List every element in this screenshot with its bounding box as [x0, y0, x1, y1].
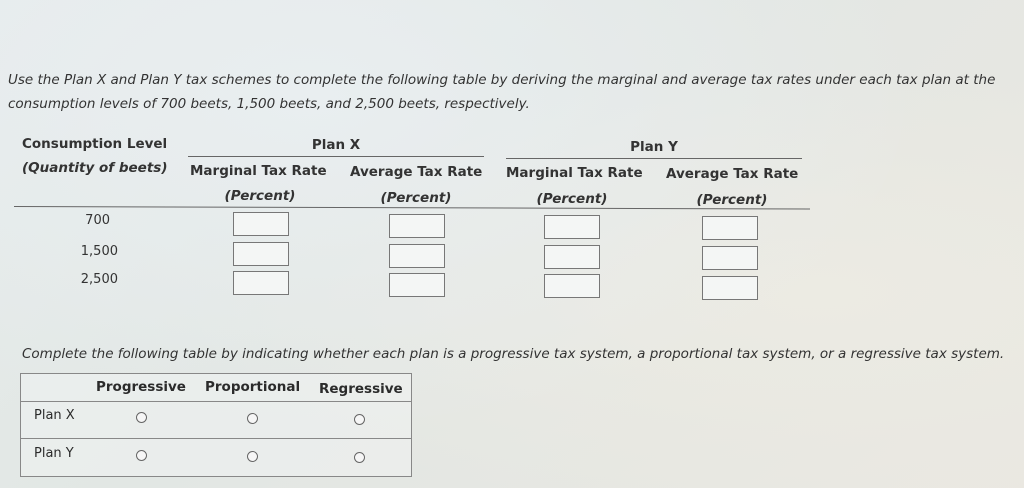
- plan-x-average-2500-input[interactable]: [389, 273, 445, 297]
- quantity-2500: 2,500: [80, 272, 118, 287]
- plan-y-average-header: Average Tax Rate: [666, 166, 799, 182]
- plan-x-average-percent: (Percent): [380, 190, 452, 206]
- plan-y-average-2500-input[interactable]: [702, 276, 758, 300]
- plan-y-marginal-700-input[interactable]: [544, 215, 600, 239]
- quantity-700: 700: [85, 213, 110, 228]
- plan-x-marginal-2500-input[interactable]: [233, 271, 289, 295]
- plan-x-marginal-header: Marginal Tax Rate: [190, 163, 327, 179]
- plan-x-proportional-radio[interactable]: [247, 413, 258, 424]
- plan-x-progressive-radio[interactable]: [136, 412, 147, 423]
- plan-y-marginal-1500-input[interactable]: [544, 245, 600, 269]
- plan-x-average-1500-input[interactable]: [389, 244, 445, 268]
- table2-row-rule: [21, 438, 411, 439]
- row-label-plan-y: Plan Y: [34, 446, 74, 461]
- plan-y-marginal-header: Marginal Tax Rate: [506, 165, 643, 181]
- plan-x-marginal-1500-input[interactable]: [233, 242, 289, 266]
- plan-x-average-700-input[interactable]: [389, 214, 445, 238]
- plan-x-rule: [188, 156, 484, 157]
- instruction-text: Use the Plan X and Plan Y tax schemes to…: [8, 72, 996, 112]
- question2-text: Complete the following table by indicati…: [22, 346, 1005, 362]
- quantity-1500: 1,500: [80, 244, 118, 259]
- column-regressive: Regressive: [319, 381, 403, 397]
- row-label-plan-x: Plan X: [34, 408, 75, 423]
- plan-y-average-1500-input[interactable]: [702, 246, 758, 270]
- table2-header-rule: [21, 401, 411, 402]
- quantity-of-beets-header: (Quantity of beets): [22, 160, 168, 176]
- plan-x-regressive-radio[interactable]: [354, 414, 365, 425]
- plan-y-regressive-radio[interactable]: [354, 452, 365, 463]
- plan-y-header: Plan Y: [630, 139, 678, 155]
- plan-y-rule: [506, 158, 802, 159]
- plan-x-marginal-700-input[interactable]: [233, 212, 289, 236]
- column-proportional: Proportional: [205, 379, 301, 395]
- plan-x-marginal-percent: (Percent): [224, 188, 296, 204]
- plan-x-header: Plan X: [311, 137, 361, 153]
- plan-y-marginal-2500-input[interactable]: [544, 274, 600, 298]
- plan-y-average-percent: (Percent): [696, 192, 768, 208]
- plan-y-average-700-input[interactable]: [702, 216, 758, 240]
- plan-y-progressive-radio[interactable]: [136, 450, 147, 461]
- plan-y-marginal-percent: (Percent): [536, 191, 608, 207]
- tax-system-table: Progressive Proportional Regressive Plan…: [20, 373, 412, 477]
- column-progressive: Progressive: [96, 379, 186, 395]
- plan-y-proportional-radio[interactable]: [247, 451, 258, 462]
- plan-x-average-header: Average Tax Rate: [350, 164, 483, 180]
- consumption-level-header: Consumption Level: [22, 136, 168, 152]
